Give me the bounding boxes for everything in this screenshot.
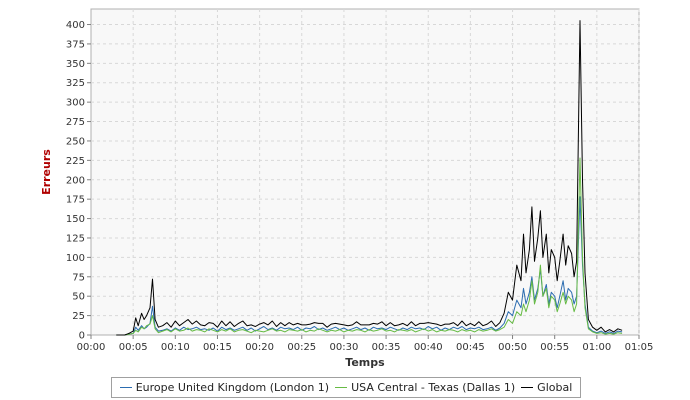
y-tick-label: 0	[79, 331, 85, 342]
grid-lines	[91, 9, 640, 335]
x-tick-label: 01:05	[625, 342, 654, 353]
legend-item-global: Global	[521, 381, 572, 394]
series-layer	[116, 20, 623, 336]
x-tick-label: 00:25	[287, 342, 316, 353]
x-tick-label: 00:30	[330, 342, 359, 353]
legend-item-london: Europe United Kingdom (London 1)	[119, 381, 330, 394]
y-tick-label: 200	[66, 175, 85, 186]
legend-swatch-dallas	[335, 387, 348, 388]
legend-item-dallas: USA Central - Texas (Dallas 1)	[335, 381, 515, 394]
y-tick-label: 375	[66, 39, 85, 50]
x-tick-label: 00:50	[498, 342, 527, 353]
legend: Europe United Kingdom (London 1) USA Cen…	[111, 377, 581, 398]
y-tick-label: 25	[72, 311, 85, 322]
y-tick-label: 250	[66, 136, 85, 147]
x-tick-label: 00:05	[119, 342, 148, 353]
y-tick-label: 100	[66, 253, 85, 264]
legend-swatch-global	[521, 387, 534, 388]
x-tick-label: 00:40	[414, 342, 443, 353]
x-tick-label: 00:00	[77, 342, 106, 353]
series-line-global	[116, 20, 623, 336]
legend-label-global: Global	[537, 381, 573, 394]
x-axis-title: Temps	[345, 356, 385, 369]
y-tick-label: 400	[66, 20, 85, 31]
x-tick-label: 00:45	[456, 342, 485, 353]
y-axis-title: Erreurs	[40, 149, 53, 195]
series-line-dallas	[116, 157, 623, 336]
y-tick-label: 50	[72, 292, 85, 303]
y-tick-label: 125	[66, 233, 85, 244]
legend-label-london: Europe United Kingdom (London 1)	[135, 381, 330, 394]
series-line-london	[116, 196, 623, 336]
x-tick-label: 00:15	[203, 342, 232, 353]
x-tick-label: 00:10	[161, 342, 190, 353]
x-tick-label: 01:00	[582, 342, 611, 353]
x-tick-label: 00:20	[245, 342, 274, 353]
y-tick-label: 150	[66, 214, 85, 225]
legend-swatch-london	[119, 387, 132, 388]
y-tick-label: 350	[66, 59, 85, 70]
y-tick-label: 300	[66, 98, 85, 109]
y-tick-label: 75	[72, 272, 85, 283]
plot-background	[90, 8, 640, 336]
x-axis: 00:00 00:05 00:10 00:15 00:20 00:25 00:30 00:35…	[77, 335, 654, 353]
legend-label-dallas: USA Central - Texas (Dallas 1)	[351, 381, 516, 394]
y-axis: 0 25 50 75 100 125 150 175 200 225 250 275 300 325 350…	[66, 20, 91, 342]
x-tick-label: 00:55	[540, 342, 569, 353]
y-tick-label: 175	[66, 195, 85, 206]
x-tick-label: 00:35	[372, 342, 401, 353]
y-tick-label: 275	[66, 117, 85, 128]
y-tick-label: 325	[66, 78, 85, 89]
y-tick-label: 225	[66, 156, 85, 167]
